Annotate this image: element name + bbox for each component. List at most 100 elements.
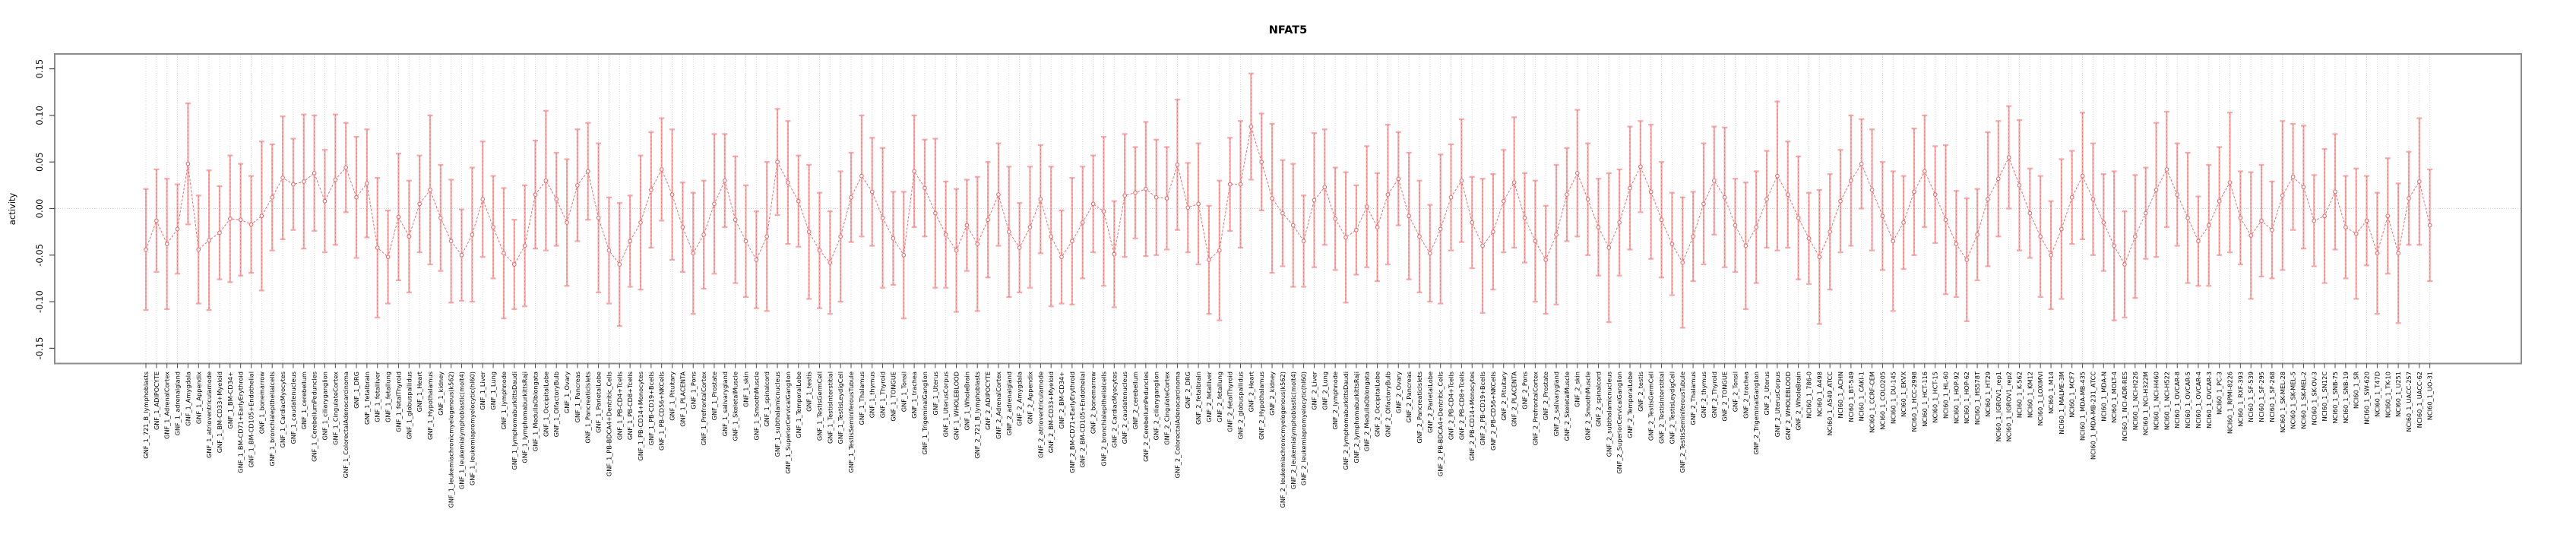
data-point-marker	[901, 252, 907, 258]
x-category-label: GNF_1_lymphomaburkittsDaudi	[511, 372, 518, 470]
x-category-label: GNF_2_ParietalLobe	[1426, 372, 1434, 433]
x-category-label: NCI60_1_BT-549	[1847, 372, 1855, 422]
data-point-marker	[2290, 174, 2296, 179]
x-category-label: NCI60_1_SF-295	[2258, 372, 2265, 422]
x-category-label: NCI60_1_UACC-257	[2405, 372, 2413, 432]
x-category-label: NCI60_1_NCI-H322M	[2142, 372, 2150, 435]
data-point-marker	[1565, 192, 1569, 197]
x-category-label: NCI60_1_NCI-H522	[2163, 372, 2170, 430]
x-category-label: NCI60_1_K-562	[2015, 372, 2023, 418]
x-category-label: GNF_2_DRG	[1184, 372, 1191, 409]
data-point-marker	[1659, 217, 1664, 223]
data-point-marker	[1343, 235, 1348, 240]
data-point-marker	[786, 180, 790, 185]
data-point-marker	[1943, 217, 1948, 223]
x-category-label: NCI60_1_IGROV1_rep2	[2005, 372, 2013, 441]
data-point-marker	[2132, 234, 2138, 239]
data-point-marker	[2206, 223, 2211, 228]
data-point-marker	[2154, 188, 2159, 192]
data-point-marker	[2396, 251, 2400, 256]
x-category-label: GNF_2_Pancreas	[1405, 372, 1413, 422]
data-point-marker	[1585, 197, 1590, 202]
x-category-label: GNF_2_PB-CD56+NKCells	[1489, 372, 1497, 451]
data-point-marker	[1785, 192, 1790, 197]
x-category-label: GNF_1_PB-CD4+Tcells	[616, 372, 623, 440]
x-category-label: GNF_2_Pituitary	[1500, 372, 1508, 421]
data-point-marker	[438, 215, 443, 220]
x-category-label: NCI60_1_A549_ATCC	[1826, 372, 1834, 436]
data-point-marker	[585, 169, 590, 174]
data-point-marker	[806, 229, 812, 235]
data-point-marker	[1838, 198, 1843, 204]
data-point-marker	[1407, 213, 1411, 219]
x-category-label: GNF_1_bronchialepithelialcells	[268, 372, 276, 466]
x-category-label: GNF_1_subthalamicnucleus	[774, 372, 781, 457]
data-point-marker	[1775, 173, 1780, 179]
data-point-marker	[2375, 251, 2380, 256]
x-category-label: GNF_2_bronchialepithelialcells	[1100, 372, 1107, 466]
data-point-marker	[2185, 215, 2190, 220]
data-point-marker	[2312, 218, 2317, 223]
x-category-label: GNF_1_spinalcord	[763, 372, 771, 427]
data-point-marker	[144, 247, 148, 252]
data-point-marker	[1417, 234, 1422, 239]
x-category-label: GNF_1_CardiacMyocytes	[279, 372, 286, 447]
x-category-label: GNF_2_SmoothMuscle	[1584, 372, 1592, 441]
x-category-label: GNF_2_PB-CD4+Tcells	[1448, 372, 1455, 440]
x-category-label: GNF_1_PB-BDCA4+Dentritic_Cells	[605, 372, 612, 476]
data-point-marker	[2270, 227, 2274, 232]
x-category-label: GNF_2_Prostate	[1542, 372, 1549, 420]
data-point-marker	[943, 232, 948, 237]
x-category-label: GNF_1_Prostate	[710, 372, 718, 420]
data-point-marker	[1301, 239, 1306, 244]
x-category-label: GNF_1_bonemarrow	[258, 372, 265, 434]
x-category-label: GNF_1_PrefrontalCortex	[700, 372, 707, 446]
data-point-marker	[1606, 245, 1612, 250]
x-category-label: GNF_2_MedullaOblongata	[1363, 372, 1371, 451]
data-point-marker	[638, 220, 643, 225]
x-category-label: GNF_1_lymphnode	[500, 372, 508, 430]
data-point-marker	[1385, 192, 1391, 197]
x-category-label: GNF_1_testis	[805, 372, 813, 412]
x-category-label: GNF_1_fetalliver	[374, 371, 381, 422]
data-point-marker	[2027, 210, 2033, 216]
data-point-marker	[428, 188, 432, 192]
data-point-marker	[1669, 242, 1675, 246]
data-point-marker	[1522, 215, 1527, 220]
data-point-marker	[1954, 242, 1959, 246]
data-point-marker	[365, 181, 369, 186]
x-category-label: GNF_2_Uterus	[1763, 372, 1771, 416]
x-category-label: NCI60_1_NCI-H226	[2131, 372, 2139, 430]
x-category-label: GNF_2_caudatenucleus	[1121, 372, 1128, 444]
x-category-label: GNF_2_PLACENTA	[1511, 372, 1518, 427]
data-point-marker	[648, 188, 653, 192]
data-point-marker	[565, 220, 569, 225]
data-point-marker	[1227, 182, 1233, 187]
x-category-label: GNF_1_leukemialymphoblastic(molt4)	[458, 372, 466, 489]
y-tick-label: 0.05	[34, 152, 45, 172]
data-point-marker	[1491, 229, 1495, 235]
data-point-marker	[1480, 243, 1485, 248]
x-category-label: GNF_2_CardiacMyocytes	[1110, 372, 1118, 447]
data-point-marker	[743, 239, 748, 244]
x-category-label: NCI60_1_SN12C	[2321, 372, 2328, 422]
data-point-marker	[1628, 185, 1632, 191]
x-category-label: NCI60_1_MDA-N	[2100, 372, 2107, 422]
data-point-marker	[1154, 194, 1159, 200]
x-category-label: NCI60_1_M14	[2047, 372, 2055, 414]
x-category-label: GNF_2_UterusCorpus	[1774, 372, 1781, 437]
x-category-label: GNF_2_Pons	[1521, 372, 1528, 409]
x-category-label: NCI60_1_HCT-15	[1932, 372, 1939, 423]
data-point-marker	[1764, 197, 1769, 202]
y-tick-label: -0.10	[34, 290, 45, 313]
data-point-marker	[207, 238, 211, 243]
x-category-label: GNF_1_SuperiorCervicalGanglion	[784, 372, 792, 474]
data-point-marker	[1448, 194, 1454, 200]
data-point-marker	[470, 232, 475, 237]
data-point-marker	[986, 217, 990, 223]
data-point-marker	[259, 213, 264, 219]
x-category-label: GNF_1_BM-CD105+Endothelial	[248, 372, 255, 468]
data-point-marker	[775, 160, 780, 165]
data-point-marker	[280, 175, 285, 180]
